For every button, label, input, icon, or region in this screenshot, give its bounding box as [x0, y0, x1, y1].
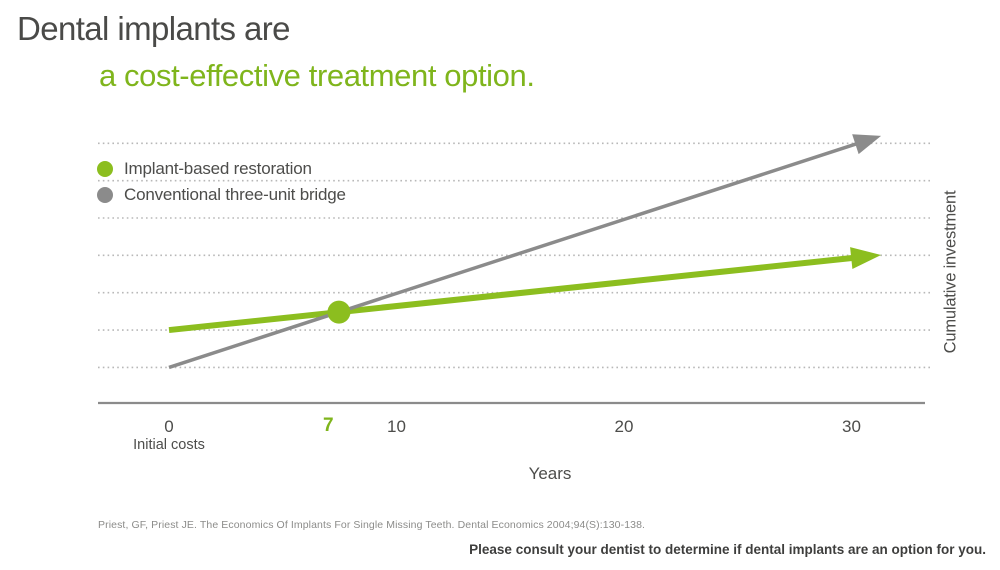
legend-item: Implant-based restoration	[97, 156, 346, 182]
series-line	[168, 254, 854, 334]
citation: Priest, GF, Priest JE. The Economics Of …	[98, 519, 646, 531]
page-subtitle: a cost-effective treatment option.	[99, 58, 535, 93]
x-tick-label: 30	[842, 417, 861, 436]
disclaimer: Please consult your dentist to determine…	[469, 542, 986, 557]
x-tick-label: 20	[614, 417, 634, 436]
legend-item: Conventional three-unit bridge	[97, 182, 346, 208]
x-axis-label: Years	[528, 464, 572, 483]
x-tick-label: 0	[164, 417, 174, 436]
series-arrowhead-icon	[850, 247, 882, 270]
legend-dot-icon	[97, 161, 113, 177]
y-axis-label: Cumulative investment	[941, 190, 960, 354]
x-tick-label: 7	[322, 415, 334, 436]
series-arrowhead-icon	[852, 134, 882, 155]
page-title: Dental implants are	[17, 10, 291, 47]
legend-dot-icon	[97, 187, 113, 203]
legend-label: Conventional three-unit bridge	[124, 185, 346, 204]
x-tick-sublabel: Initial costs	[133, 437, 205, 453]
series-line	[168, 141, 858, 370]
legend: Implant-based restoration Conventional t…	[97, 156, 346, 208]
intersection-dot	[327, 300, 351, 324]
legend-label: Implant-based restoration	[124, 159, 312, 178]
x-tick-label: 10	[387, 417, 406, 436]
